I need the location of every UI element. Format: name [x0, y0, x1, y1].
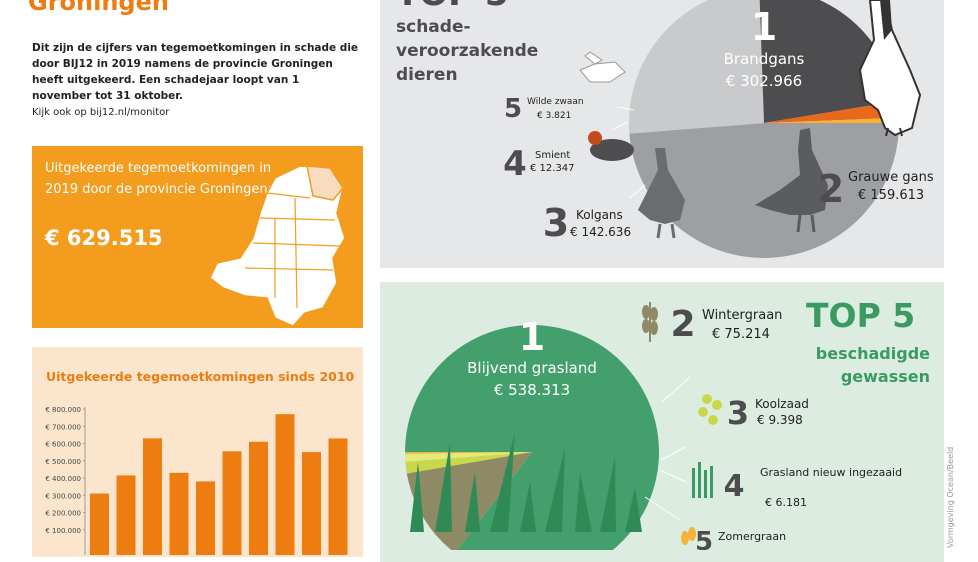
y-tick-label: € 600.000: [45, 441, 81, 449]
y-tick-label: € 800.000: [45, 406, 81, 414]
animal-amount-3: € 142.636: [570, 225, 631, 239]
pie-slice: [405, 452, 532, 462]
pie-slice: [764, 117, 899, 123]
bar: [169, 472, 189, 555]
crop-name-2: Wintergraan: [702, 308, 782, 323]
pie-slice: [405, 452, 532, 474]
y-tick-label: € 200.000: [45, 510, 81, 518]
crops-heading: TOP 5: [806, 296, 916, 335]
bar: [222, 451, 242, 555]
y-tick-label: € 100.000: [45, 527, 81, 535]
page-title: Groningen: [28, 0, 169, 16]
animal-amount-2: € 159.613: [858, 188, 924, 203]
bar: [275, 414, 295, 555]
crop-rank-2: 2: [670, 304, 695, 345]
animal-name-3: Kolgans: [576, 208, 623, 222]
credit-text: Vormgeving Ocean/Beeld: [946, 446, 955, 548]
animal-name-2: Grauwe gans: [848, 170, 934, 185]
bar: [116, 475, 136, 555]
crop-rank-3: 3: [727, 394, 749, 432]
bar-chart: € 800.000 € 700.000 € 600.000 € 500.000 € 40…: [45, 406, 348, 555]
crop-name-3: Koolzaad: [755, 397, 809, 411]
pie-slice: [629, 0, 764, 134]
crops-subheading: beschadigde gewassen: [815, 344, 930, 386]
crop-name-4: Grasland nieuw ingezaaid: [760, 466, 902, 479]
bar: [90, 493, 109, 555]
swan-icon: [579, 51, 626, 83]
grey-goose-icon: [755, 128, 828, 233]
crop-amount-1: € 538.313: [494, 381, 570, 399]
summary-amount: € 629.515: [45, 226, 163, 250]
rapeseed-icon: [698, 394, 722, 425]
animal-rank-4: 4: [503, 144, 527, 184]
animal-name-4: Smient: [535, 150, 570, 161]
pie-slice: [629, 123, 899, 258]
smient-icon: [588, 131, 634, 161]
crop-rank-5: 5: [695, 527, 713, 550]
animal-name-5: Wilde zwaan: [527, 97, 584, 107]
crops-pie-chart: 1 Blijvend grasland € 538.313 2 Wintergr…: [405, 302, 902, 550]
animals-pie-chart: 1 Brandgans € 302.966 2 Grauwe gans € 15…: [503, 0, 934, 258]
bar: [302, 452, 321, 555]
y-tick-label: € 300.000: [45, 492, 81, 500]
bar: [249, 441, 268, 555]
crop-name-1: Blijvend grasland: [467, 359, 597, 377]
animal-amount-5: € 3.821: [537, 111, 571, 121]
summary-label: Uitgekeerde tegemoetkomingen in 2019 doo…: [45, 161, 272, 197]
animal-rank-1: 1: [751, 5, 777, 49]
crop-rank-4: 4: [724, 469, 745, 504]
grass-icon: [410, 432, 642, 532]
animals-heading-top: TOP 5: [396, 0, 509, 14]
animal-rank-5: 5: [504, 94, 522, 124]
animal-rank-2: 2: [818, 167, 844, 211]
netherlands-map-icon: [209, 165, 346, 327]
bar-chart-title: Uitgekeerde tegemoetkomingen sinds 2010: [46, 369, 355, 384]
crop-amount-2: € 75.214: [712, 327, 770, 342]
animal-name-1: Brandgans: [724, 50, 805, 68]
pie-slice: [764, 101, 899, 123]
monitor-link[interactable]: Kijk ook op bij12.nl/monitor: [32, 107, 170, 118]
pie-slice: [405, 452, 532, 454]
animals-heading: schade-veroorzakende dieren: [396, 17, 539, 85]
y-tick-label: € 500.000: [45, 458, 81, 466]
crop-rank-1: 1: [519, 315, 545, 359]
goose-icon: [858, 0, 922, 137]
zomergraan-icon: [681, 527, 696, 545]
bar: [143, 438, 162, 555]
bar: [196, 481, 215, 555]
y-tick-label: € 400.000: [45, 475, 81, 483]
intro-text: Dit zijn de cijfers van tegemoetkomingen…: [32, 42, 359, 102]
crop-amount-4: € 6.181: [765, 496, 807, 509]
animal-rank-3: 3: [543, 201, 569, 245]
crop-name-5: Zomergraan: [718, 530, 786, 543]
y-tick-label: € 700.000: [45, 423, 81, 431]
animal-amount-4: € 12.347: [530, 163, 575, 174]
animal-amount-1: € 302.966: [726, 72, 802, 90]
wheat-icon: [642, 302, 658, 342]
kolgans-icon: [638, 148, 685, 239]
new-grass-icon: [692, 462, 713, 498]
pie-slice: [405, 325, 659, 550]
bar: [328, 438, 348, 555]
crop-amount-3: € 9.398: [757, 413, 803, 427]
